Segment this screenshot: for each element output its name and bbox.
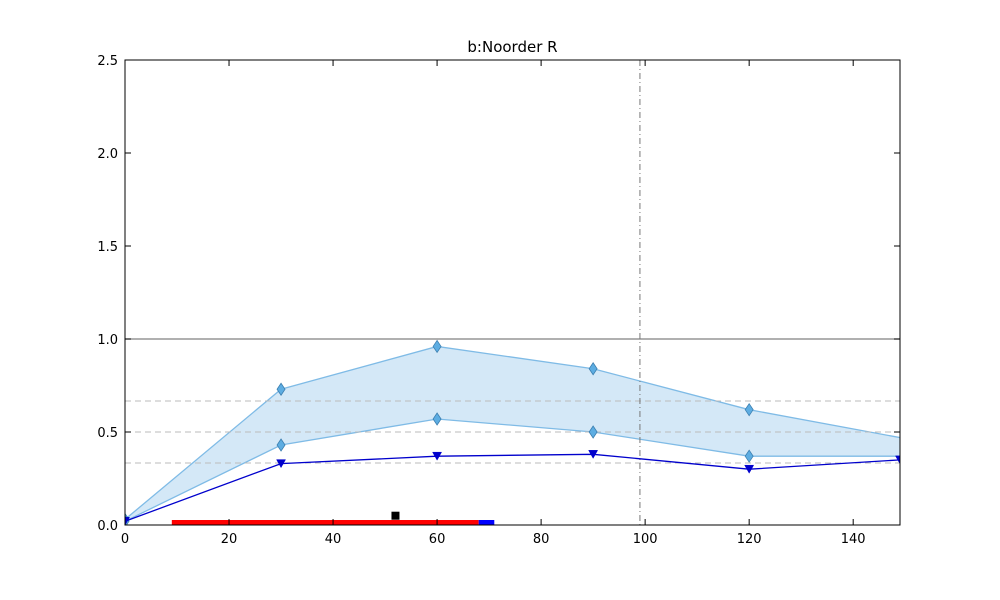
black-square-marker <box>391 511 400 520</box>
series-line-2 <box>125 453 900 522</box>
chart-title: b:Noorder R <box>467 38 557 56</box>
series-2-point-1 <box>276 459 286 469</box>
x-tick-label-5: 100 <box>633 532 658 547</box>
confidence-band <box>125 346 900 522</box>
series-1-point-4 <box>744 449 754 463</box>
series-0-point-3 <box>588 362 598 376</box>
baseline-bar-0 <box>171 520 479 525</box>
x-tick-label-2: 40 <box>325 532 342 547</box>
series-0-point-4 <box>744 402 754 417</box>
series-2-point-4 <box>744 464 755 474</box>
x-tick-label-6: 120 <box>737 532 762 547</box>
y-tick-label-4: 2.0 <box>97 147 118 162</box>
series-0-point-1 <box>276 382 286 396</box>
series-2-point-0 <box>125 517 130 525</box>
axes-frame <box>124 59 901 526</box>
y-tick-label-1: 0.5 <box>97 426 118 441</box>
series-2-point-5 <box>895 455 900 465</box>
series-1-point-1 <box>276 438 286 452</box>
x-tick-label-7: 140 <box>841 532 866 547</box>
y-tick-label-2: 1.0 <box>97 333 118 348</box>
series-2-point-3 <box>588 450 599 459</box>
band-upper-edge <box>125 345 900 520</box>
series-1-point-2 <box>432 412 442 426</box>
series-2-point-2 <box>432 451 443 461</box>
y-tick-label-5: 2.5 <box>97 54 118 69</box>
x-tick-label-0: 0 <box>121 532 129 547</box>
series-0-point-2 <box>432 339 442 354</box>
baseline-bar-1 <box>478 520 495 525</box>
band-lower-edge <box>125 418 900 522</box>
x-tick-label-1: 20 <box>221 532 238 547</box>
x-tick-label-3: 60 <box>429 532 446 547</box>
series-1-point-3 <box>588 425 598 439</box>
plot-area <box>125 60 900 525</box>
y-tick-label-0: 0.0 <box>97 519 118 534</box>
y-tick-label-3: 1.5 <box>97 240 118 255</box>
x-tick-label-4: 80 <box>533 532 550 547</box>
